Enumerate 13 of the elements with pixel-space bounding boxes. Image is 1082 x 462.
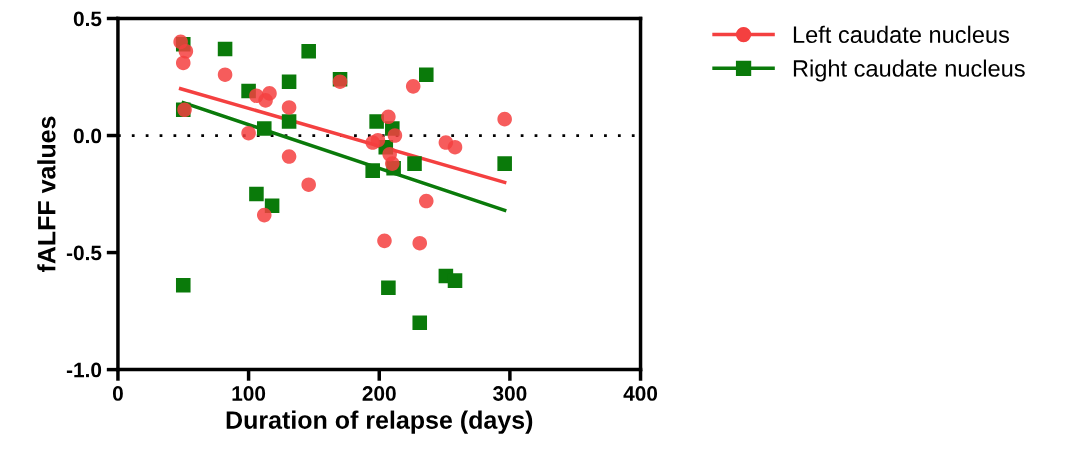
y-tick-label: -1.0 xyxy=(66,362,102,378)
y-tick-label: 0.0 xyxy=(73,128,102,144)
x-axis-title: Duration of relapse (days) xyxy=(226,410,533,434)
x-tick-label: 100 xyxy=(232,386,266,401)
x-tick-label: 0 xyxy=(112,386,123,401)
x-tick-label: 400 xyxy=(623,386,658,401)
y-axis-title: fALFF values xyxy=(37,116,56,273)
x-tick-label: 200 xyxy=(362,386,396,401)
x-tick-label: 300 xyxy=(492,386,527,401)
legend-label: Right caudate nucleus xyxy=(793,59,1025,82)
y-tick-label: 0.5 xyxy=(73,11,102,27)
legend-label: Left caudate nucleus xyxy=(793,25,1010,44)
y-tick-label: -0.5 xyxy=(66,245,102,261)
